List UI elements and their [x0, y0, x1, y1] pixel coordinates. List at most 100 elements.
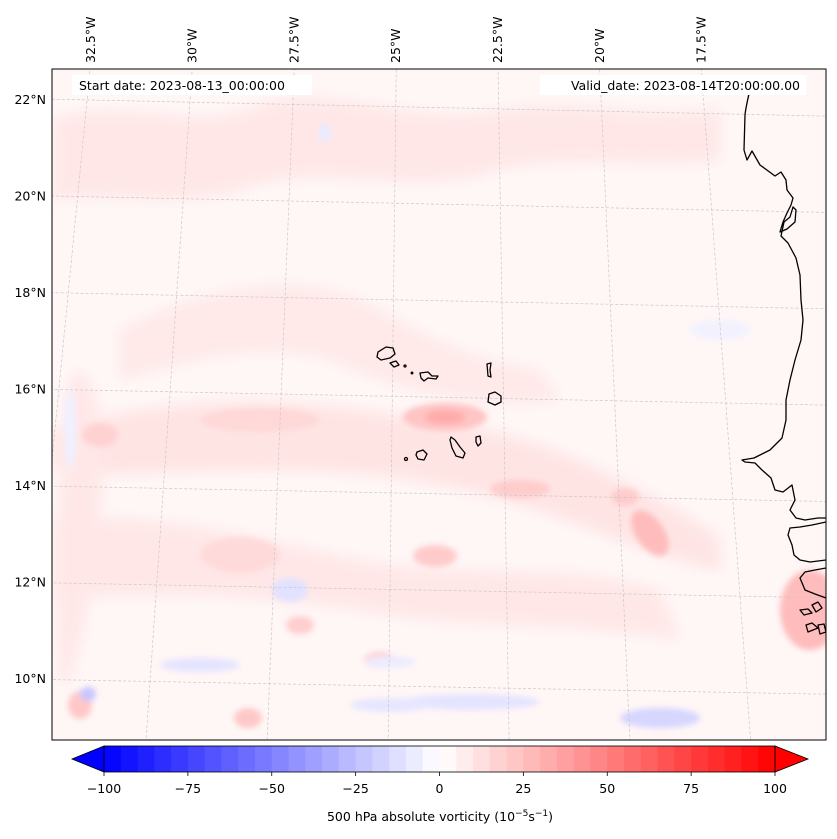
santa-luzia-island: [403, 364, 407, 368]
colorbar-cell: [640, 746, 659, 772]
meridian-gridline: [52, 69, 91, 464]
colorbar-label-mid: s: [528, 809, 535, 824]
latitude-tick-label: 14°N: [14, 478, 46, 493]
colorbar-cell: [691, 746, 709, 772]
santo-antao-island: [376, 346, 396, 361]
sao-vicente-island: [389, 360, 400, 368]
colorbar-cell: [489, 746, 508, 772]
vorticity-max: [286, 616, 314, 634]
colorbar-cell: [523, 746, 541, 772]
colorbar-cell: [171, 746, 189, 772]
colorbar-label-exp2: −1: [535, 809, 548, 819]
colorbar-tick-label: −50: [259, 781, 285, 796]
colorbar-label-main: 500 hPa absolute vorticity (10: [327, 809, 515, 824]
colorbar-cell: [607, 746, 625, 772]
valid-date-label: Valid_date: 2023-08-14T20:00:00.00: [571, 78, 800, 93]
parallel-gridline: [52, 679, 826, 695]
longitude-tick-label: 20°W: [592, 28, 607, 63]
colorbar-tick-label: 100: [763, 781, 787, 796]
colorbar-cell: [120, 746, 139, 772]
brava-island: [403, 456, 409, 462]
start-date-label: Start date: 2023-08-13_00:00:00: [79, 78, 285, 93]
colorbar-cell: [238, 746, 256, 772]
vorticity-band-north: [52, 97, 720, 200]
colorbar-cell: [624, 746, 642, 772]
longitude-tick-label: 17.5°W: [694, 17, 709, 63]
colorbar-cell: [271, 746, 290, 772]
longitude-tick-label: 32.5°W: [83, 17, 98, 63]
boa-vista-island: [487, 391, 502, 406]
colorbar-label-end: ): [548, 809, 553, 824]
colorbar-cell: [137, 746, 155, 772]
colorbar-tick-label: −25: [342, 781, 368, 796]
longitude-labels: 32.5°W 30°W 27.5°W 25°W 22.5°W 20°W 17.5°W: [83, 17, 709, 63]
vorticity-max: [200, 408, 320, 432]
vorticity-band-mid: [52, 401, 720, 570]
vorticity-min: [365, 656, 415, 668]
colorbar-cells: [104, 746, 776, 772]
colorbar-cell: [506, 746, 524, 772]
maio-island: [475, 435, 482, 447]
longitude-tick-label: 27.5°W: [286, 17, 301, 63]
colorbar-cell: [338, 746, 357, 772]
vorticity-min: [319, 122, 331, 142]
colorbar-tick-label: −75: [175, 781, 201, 796]
longitude-tick-label: 22.5°W: [490, 17, 505, 63]
vorticity-max: [611, 488, 639, 506]
colorbar-cell: [758, 746, 776, 772]
colorbar-cell: [540, 746, 558, 772]
bijagos-islands: [799, 601, 826, 635]
vorticity-band-northwest: [120, 285, 560, 403]
colorbar-cell: [305, 746, 323, 772]
colorbar-label-exp1: −5: [515, 809, 528, 819]
vorticity-min: [272, 578, 308, 602]
vorticity-min: [400, 694, 540, 710]
colorbar: −100 −75 −50 −25 0 25 50 75 100 500 hPa absolute…: [70, 745, 810, 824]
colorbar-cell: [372, 746, 390, 772]
colorbar-tick-label: 50: [599, 781, 615, 796]
coastlines: [376, 79, 826, 635]
colorbar-cell: [204, 746, 223, 772]
parallel-gridline: [52, 98, 826, 117]
colorbar-extend-min: [70, 745, 105, 773]
colorbar-cell: [288, 746, 306, 772]
sao-nicolau-island: [419, 371, 439, 382]
vorticity-max: [200, 537, 280, 573]
map-panel[interactable]: Start date: 2023-08-13_00:00:00 Valid_da…: [0, 20, 837, 794]
colorbar-cell: [405, 746, 424, 772]
gridlines: [52, 69, 826, 740]
colorbar-cell: [707, 746, 726, 772]
colorbar-cell: [456, 746, 474, 772]
santiago-island: [449, 436, 466, 459]
parallel-gridline: [52, 195, 826, 213]
vorticity-max: [82, 423, 118, 447]
vorticity-max: [413, 545, 457, 567]
colorbar-cell: [389, 746, 407, 772]
fogo-island: [415, 449, 428, 461]
valid-date-box: [540, 75, 806, 95]
africa-coastline-south: [787, 521, 826, 599]
sal-island: [486, 362, 492, 378]
latitude-tick-label: 12°N: [14, 575, 46, 590]
latitude-tick-label: 18°N: [14, 285, 46, 300]
vorticity-min: [350, 698, 430, 712]
colorbar-tick-label: −100: [87, 781, 121, 796]
vorticity-max: [425, 410, 465, 424]
colorbar-cell: [657, 746, 675, 772]
parallel-gridline: [52, 292, 826, 310]
vorticity-min: [690, 320, 750, 340]
colorbar-cell: [724, 746, 743, 772]
vorticity-min: [80, 687, 96, 701]
meridian-gridline: [145, 69, 193, 740]
colorbar-cell: [355, 746, 374, 772]
latitude-tick-label: 10°N: [14, 671, 46, 686]
map-frame: [51, 68, 827, 741]
latitude-tick-label: 16°N: [14, 382, 46, 397]
colorbar-ticks: −100 −75 −50 −25 0 25 50 75 100: [87, 772, 787, 796]
parallel-gridline: [52, 485, 826, 502]
meridian-gridline: [599, 69, 631, 740]
latitude-tick-label: 22°N: [14, 92, 46, 107]
meridian-gridline: [266, 69, 295, 740]
colorbar-tick-label: 0: [436, 781, 444, 796]
